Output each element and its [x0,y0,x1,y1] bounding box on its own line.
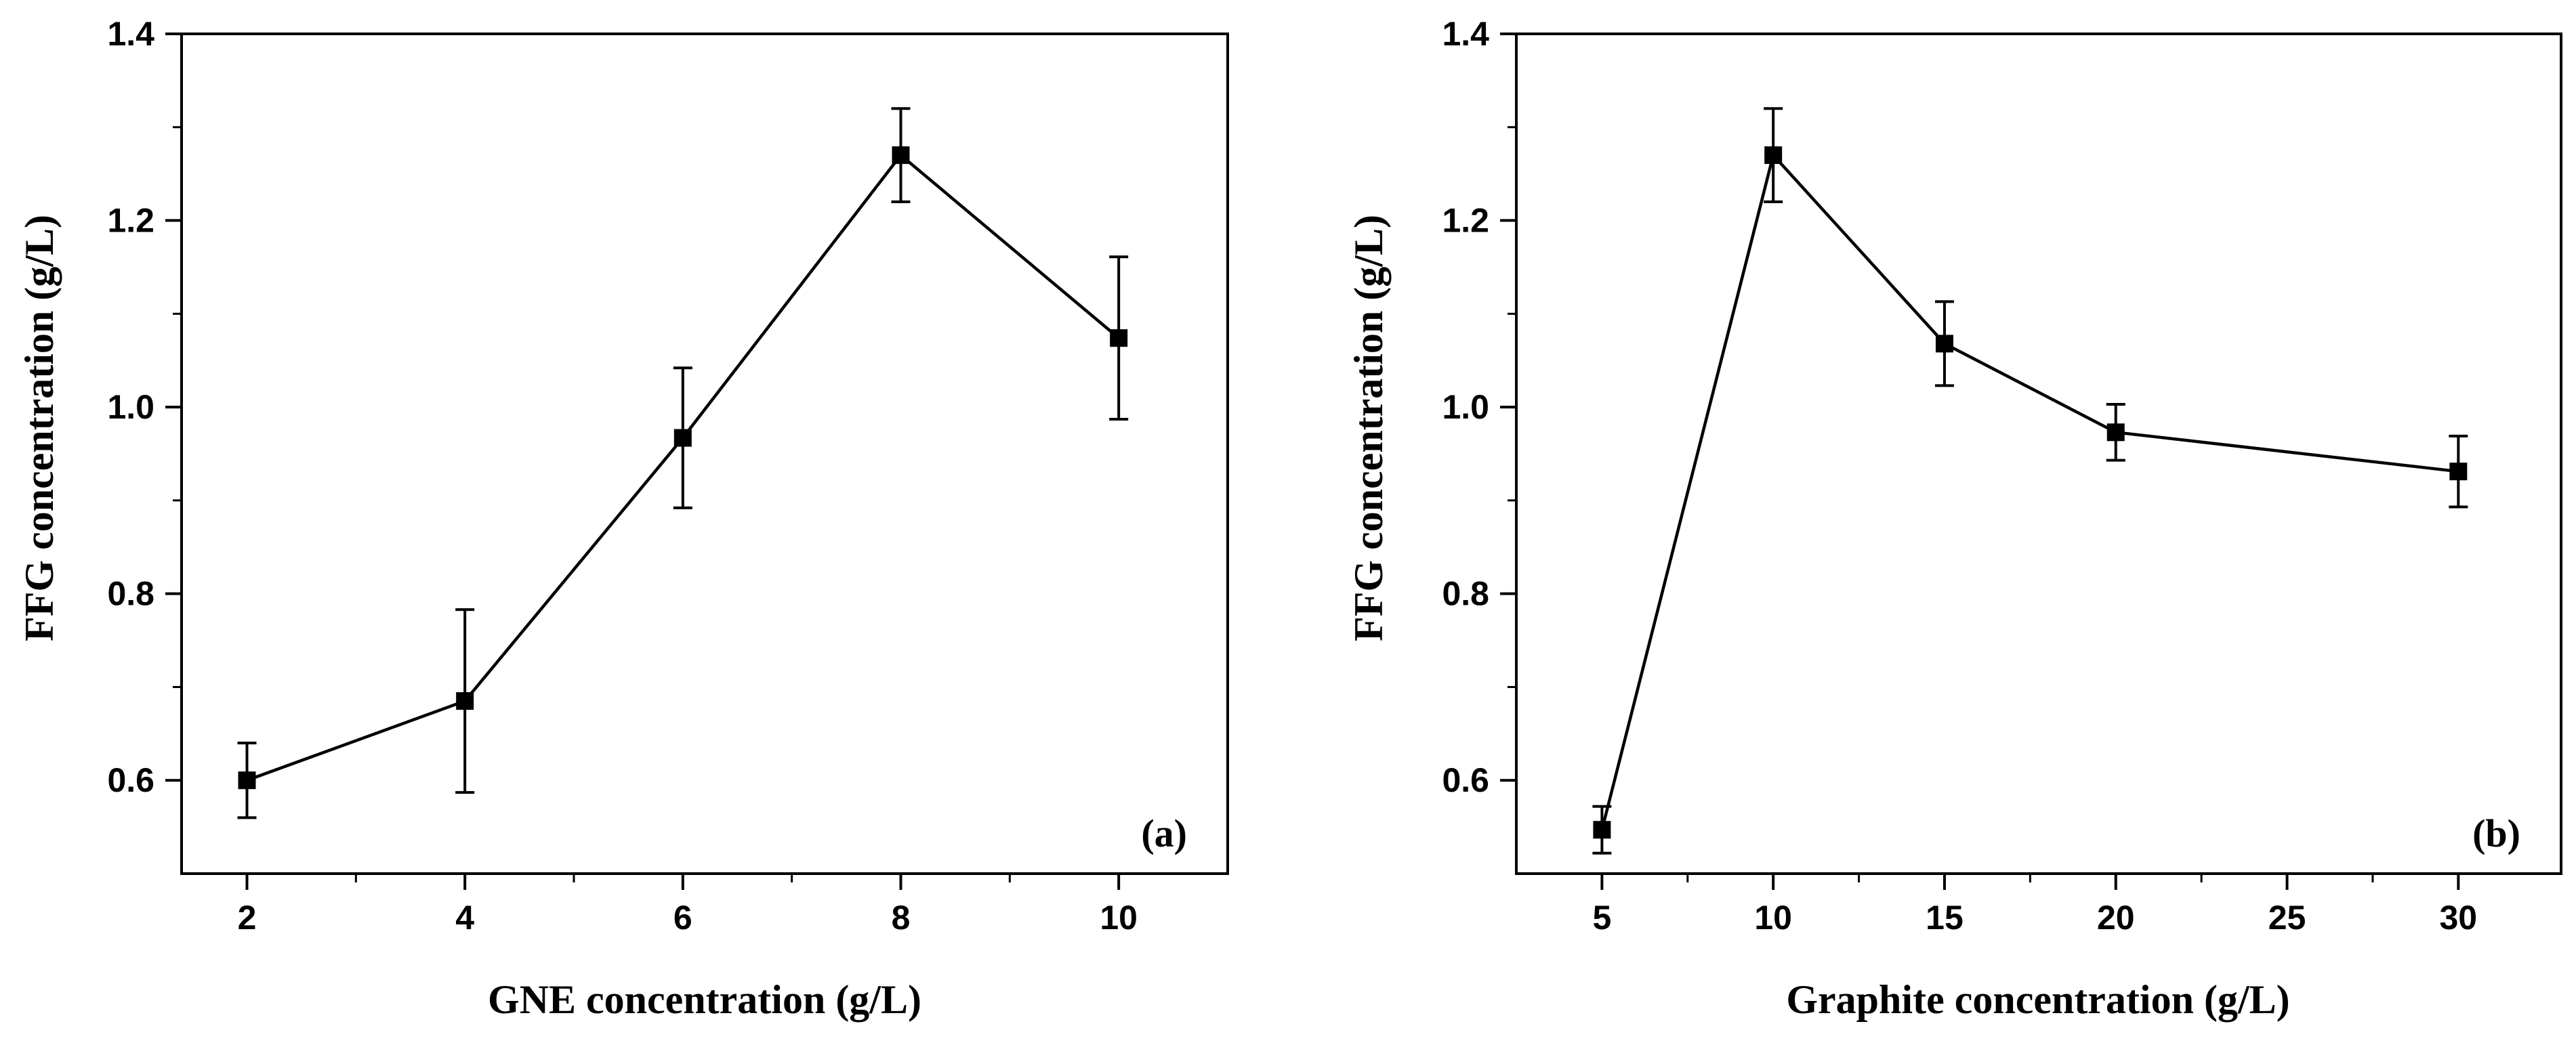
x-axis-title-b: Graphite concentration (g/L) [1786,977,2289,1022]
chart-panel-b: Graphite concentration (g/L) FFG concent… [1346,15,2562,1022]
data-point-a [892,146,910,165]
series-line-b [1600,152,2459,830]
y-tick-label-b: 0.8 [1442,575,1489,613]
plot-frame-b [1515,33,2562,875]
y-tick-label-b: 1.4 [1442,15,1489,53]
plot-frame-a [180,33,1229,875]
y-axis-title-b: FFG concentration (g/L) [1346,215,1391,641]
data-point-a [456,692,474,710]
panel-label-a: (a) [1141,811,1187,855]
data-point-b [1764,146,1783,165]
data-point-b [2449,463,2468,481]
data-point-a [673,429,692,447]
data-point-b [1935,335,1953,353]
panel-label-b: (b) [2472,811,2520,855]
y-tick-label-b: 0.6 [1442,761,1489,799]
x-tick-label-a: 2 [238,899,257,937]
x-tick-label-a: 6 [673,899,692,937]
x-tick-label-b: 20 [2097,899,2135,937]
y-tick-label-a: 0.6 [107,761,154,799]
x-tick-label-b: 25 [2268,899,2306,937]
x-tick-label-b: 5 [1592,899,1611,937]
y-axis-title-a: FFG concentration (g/L) [17,215,62,641]
x-tick-label-a: 4 [455,899,474,937]
chart-panel-a: GNE concentration (g/L) FFG concentratio… [17,15,1229,1022]
data-point-b [2106,423,2125,442]
y-tick-label-a: 1.2 [107,202,154,240]
data-point-a [238,771,256,790]
data-point-a [1110,329,1128,347]
x-tick-label-b: 10 [1754,899,1792,937]
x-tick-label-a: 8 [892,899,911,937]
x-tick-label-a: 10 [1100,899,1138,937]
y-tick-label-a: 0.8 [107,575,154,613]
x-tick-label-b: 30 [2440,899,2478,937]
data-point-b [1593,821,1611,839]
y-tick-label-b: 1.2 [1442,202,1489,240]
y-tick-label-b: 1.0 [1442,388,1489,426]
x-axis-title-a: GNE concentration (g/L) [488,977,921,1022]
x-tick-label-b: 15 [1926,899,1964,937]
y-tick-label-a: 1.4 [107,15,154,53]
y-tick-label-a: 1.0 [107,388,154,426]
